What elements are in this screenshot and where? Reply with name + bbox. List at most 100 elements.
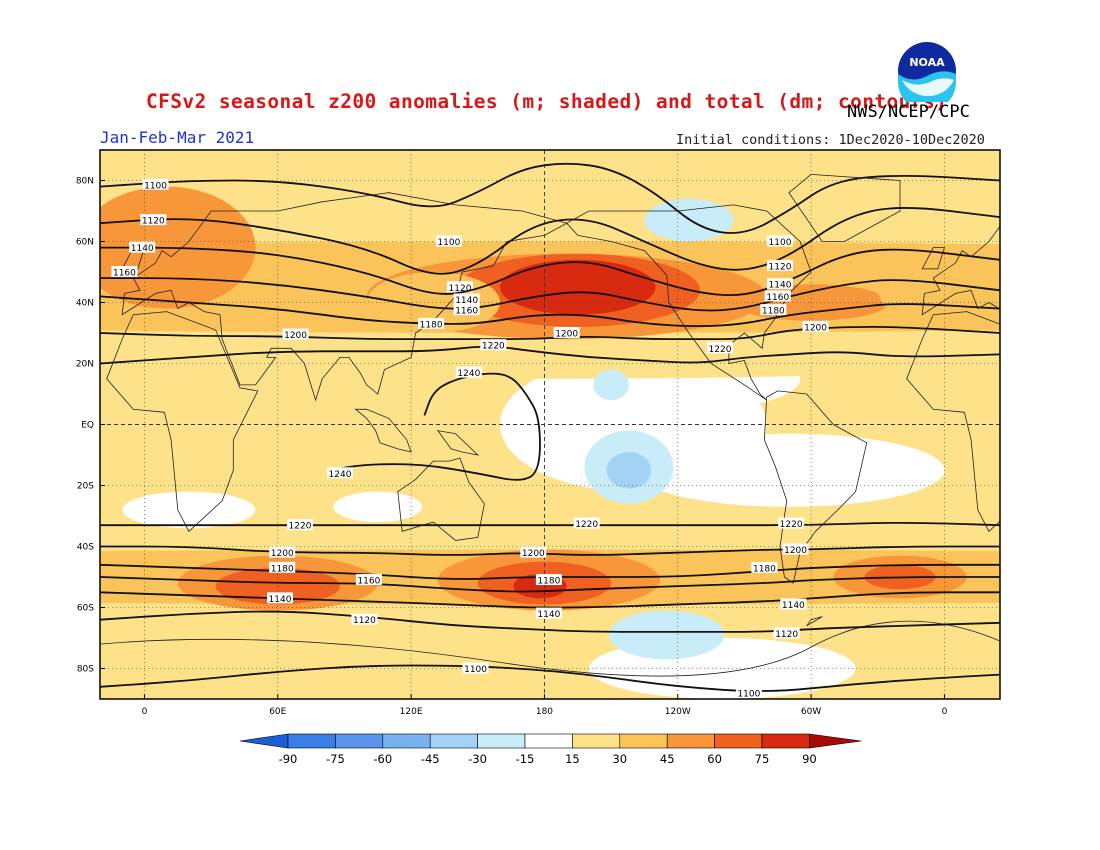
antarctica-coastline (100, 620, 1000, 677)
contour-label: 1220 (289, 522, 312, 532)
height-contour (100, 664, 1000, 692)
contour-label-box (140, 214, 167, 226)
contour-label: 1140 (537, 610, 560, 620)
coastline (354, 408, 412, 453)
colorbar-label: 75 (755, 752, 770, 766)
latitude-tick-label: 20N (76, 360, 94, 370)
contour-label: 1200 (522, 549, 545, 559)
coastline (106, 311, 259, 532)
contour-label: 1140 (782, 601, 805, 611)
longitude-tick-label: 60E (269, 707, 286, 717)
contour-label-box (269, 561, 296, 573)
coastline (121, 192, 568, 402)
height-contour (100, 610, 1000, 633)
contour-label-box (707, 342, 733, 354)
contour-label-box (142, 178, 169, 190)
height-contour (100, 207, 1000, 275)
latitude-tick-label: EQ (81, 421, 94, 431)
contour-label-box (447, 281, 473, 293)
longitude-tick-label: 0 (142, 707, 148, 717)
colorbar-label: -45 (421, 752, 440, 766)
negative-anomaly-region (608, 610, 725, 660)
longitude-tick-label: 120E (400, 707, 423, 717)
contour-label-box (767, 259, 793, 271)
contour-label: 1120 (775, 630, 798, 640)
contour-label-box (282, 328, 309, 340)
colorbar-label: 30 (612, 752, 627, 766)
coastline (436, 430, 480, 456)
contour-label-box (480, 339, 507, 351)
axis-labels: 80N 60N 40N 20N EQ 20S 40S 60S 80S 0 60E 120E 180 120… (76, 177, 948, 718)
positive-anomaly-region (877, 244, 1000, 330)
noaa-logo-text: NOAA (909, 56, 945, 69)
longitude-tick-label: 120W (665, 707, 691, 717)
height-contour (100, 246, 1000, 297)
latitude-tick-label: 40S (77, 543, 94, 553)
contour-label: 1140 (269, 595, 292, 605)
colorbar-label: -15 (516, 752, 535, 766)
contour-label-box (418, 317, 445, 329)
latitude-tick-label: 80N (76, 177, 94, 187)
contour-label-box (351, 613, 378, 625)
neutral-region (333, 491, 423, 523)
contour-label-box (735, 686, 762, 698)
contour-label-box (267, 592, 293, 604)
contour-label: 1100 (437, 238, 460, 248)
coastline (806, 616, 823, 627)
contour-label: 1160 (113, 269, 136, 279)
contour-label-box (764, 290, 791, 302)
contour-label: 1180 (420, 320, 443, 330)
colorbar-swatch (572, 733, 621, 749)
positive-anomaly-region (100, 333, 478, 486)
height-contour (100, 576, 1000, 593)
contour-label: 1160 (455, 307, 478, 317)
colorbar-swatch (335, 733, 384, 749)
contour-label: 1180 (271, 564, 294, 574)
contour-label: 1220 (482, 342, 505, 352)
contour-label-box (327, 467, 353, 479)
coastline (397, 457, 485, 541)
colorbar-label: 45 (660, 752, 675, 766)
height-contour (100, 345, 1000, 365)
contour-label-box (269, 546, 296, 558)
longitude-tick-label: 180 (536, 707, 553, 717)
contour-label: 1160 (357, 577, 380, 587)
contour-label: 1120 (449, 284, 472, 294)
coastline (906, 311, 1000, 532)
height-contour (100, 563, 1000, 580)
negative-anomaly-region (606, 451, 652, 489)
contour-label-box (802, 320, 829, 332)
colorbar-label: -30 (468, 752, 487, 766)
colorbar-label: -60 (373, 752, 392, 766)
contour-label: 1140 (769, 281, 792, 291)
contour-label: 1180 (537, 577, 560, 587)
neutral-region (633, 433, 945, 507)
colorbar-swatch (429, 733, 478, 749)
latitude-tick-label: 80S (77, 665, 94, 675)
contour-label: 1200 (784, 546, 807, 556)
contour-label: 1220 (780, 520, 803, 530)
contour-label: 1220 (575, 520, 598, 530)
colorbar-low-arrow (239, 733, 289, 749)
contour-label-box (767, 278, 793, 290)
contour-label-box (453, 304, 480, 316)
contour-label-box (573, 517, 600, 529)
contour-label-box (535, 574, 562, 586)
colorbar-swatch (714, 733, 763, 749)
contour-label-box (129, 241, 156, 253)
latitude-tick-label: 20S (77, 482, 94, 492)
height-contour (100, 277, 1000, 312)
contour-label: 1220 (709, 345, 732, 355)
contour-label: 1200 (804, 323, 827, 333)
longitude-tick-label: 0 (942, 707, 948, 717)
neutral-region (122, 491, 256, 529)
contour-label: 1160 (766, 293, 789, 303)
initial-conditions-label: Initial conditions: 1Dec2020-10Dec2020 (676, 132, 985, 148)
contour-label: 1100 (769, 238, 792, 248)
contour-label: 1100 (737, 689, 760, 699)
colorbar-swatch (477, 733, 526, 749)
longitude-tick-label: 60W (801, 707, 821, 717)
colorbar-swatch (761, 733, 810, 749)
positive-anomaly-region (500, 259, 656, 315)
contour-label-box (767, 235, 793, 247)
